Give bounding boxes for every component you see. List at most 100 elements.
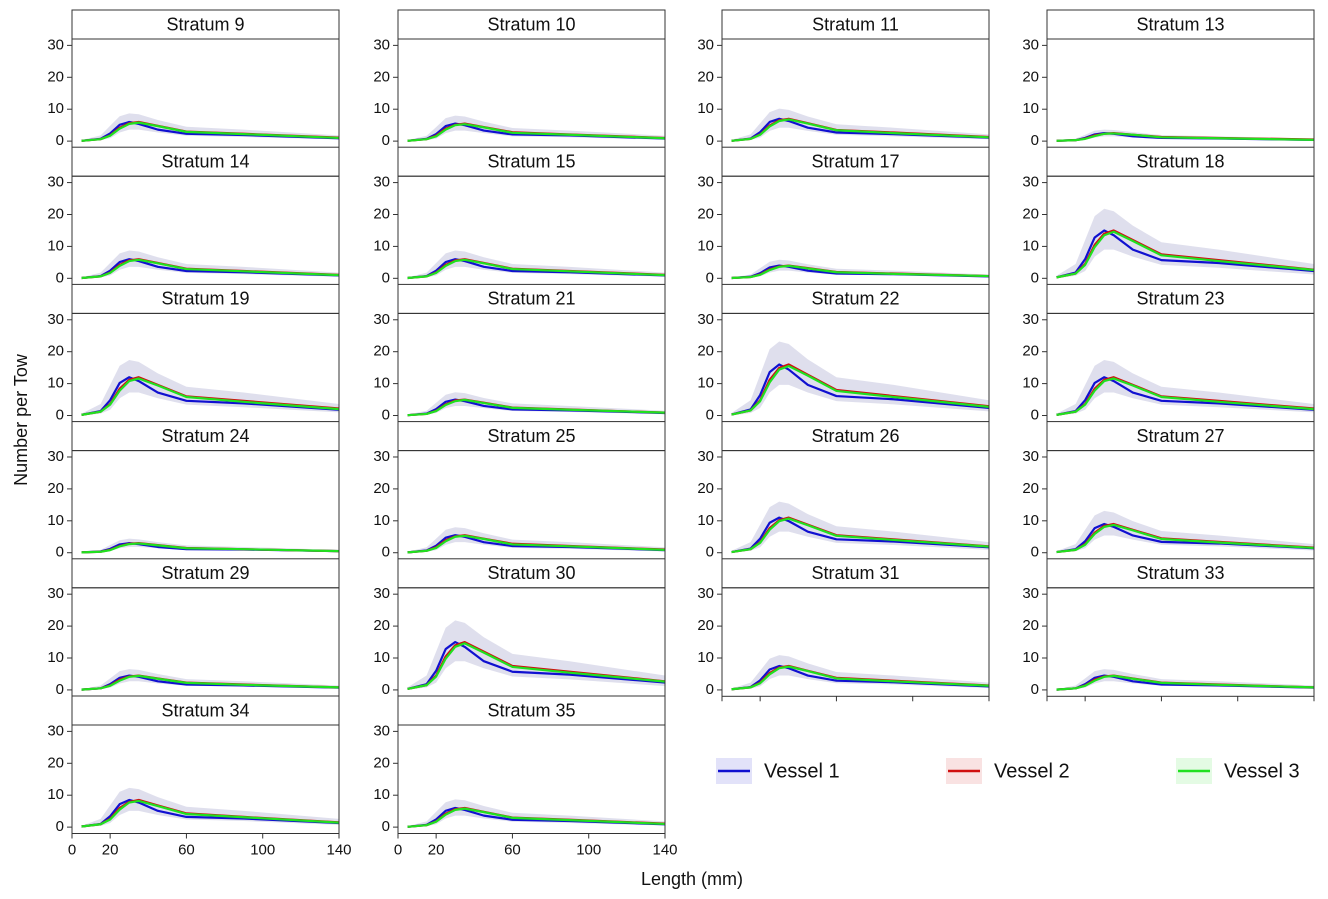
y-tick-label: 10 [373,375,390,392]
y-tick-label: 10 [697,237,714,254]
y-tick-label: 0 [1031,269,1039,286]
panel-title: Stratum 17 [811,151,899,171]
confidence-band [731,501,989,553]
y-tick-label: 10 [373,512,390,529]
legend-label: Vessel 2 [994,760,1070,782]
y-tick-label: 0 [706,269,714,286]
y-tick-label: 0 [382,681,390,698]
y-tick-label: 20 [373,617,390,634]
y-tick-label: 30 [47,722,64,739]
series-line [731,517,990,554]
y-tick-label: 30 [697,311,714,328]
y-tick-label: 30 [1022,36,1039,53]
series-line [1056,674,1315,691]
plot-frame [1046,38,1315,148]
panel-title: Stratum 31 [811,563,899,583]
y-tick-label: 20 [47,480,64,497]
y-tick-label: 20 [373,754,390,771]
y-tick-label: 0 [56,269,64,286]
panel-title: Stratum 22 [811,289,899,309]
y-tick-label: 0 [382,818,390,835]
y-tick-label: 20 [1022,480,1039,497]
series-line [407,807,666,828]
panel-title: Stratum 33 [1136,563,1224,583]
confidence-band [1056,510,1314,553]
series-line [81,799,340,828]
y-tick-label: 10 [1022,375,1039,392]
panel-title: Stratum 29 [161,563,249,583]
y-tick-label: 10 [1022,100,1039,117]
y-tick-label: 0 [1031,406,1039,423]
plot-frame [71,450,340,560]
y-tick-label: 20 [697,617,714,634]
y-tick-label: 10 [1022,649,1039,666]
legend-label: Vessel 3 [1224,760,1300,782]
y-tick-label: 30 [697,174,714,191]
y-tick-label: 30 [373,174,390,191]
y-tick-label: 0 [56,818,64,835]
y-axis-label: Number per Tow [11,353,31,486]
strip [397,283,666,314]
series-line [1056,523,1315,554]
y-tick-label: 30 [1022,311,1039,328]
strip [721,283,990,314]
strip [1046,146,1315,177]
y-tick-label: 20 [697,480,714,497]
y-tick-label: 20 [47,754,64,771]
y-tick-label: 0 [56,406,64,423]
y-tick-label: 0 [706,406,714,423]
strip [71,421,340,452]
panel-title: Stratum 30 [487,563,575,583]
panel-title: Stratum 34 [161,700,249,720]
y-tick-label: 10 [697,649,714,666]
strip [397,9,666,40]
y-tick-label: 10 [47,375,64,392]
y-tick-label: 0 [56,132,64,149]
x-tick-label: 0 [68,841,76,858]
panel-title: Stratum 18 [1136,151,1224,171]
y-tick-label: 20 [1022,617,1039,634]
strip [1046,9,1315,40]
y-tick-label: 30 [373,36,390,53]
y-tick-label: 20 [47,68,64,85]
y-tick-label: 30 [47,311,64,328]
y-tick-label: 10 [47,100,64,117]
panel-title: Stratum 24 [161,426,249,446]
series-line [407,642,666,691]
y-tick-label: 10 [373,237,390,254]
y-tick-label: 20 [1022,205,1039,222]
plot-frame [397,724,666,834]
y-tick-label: 10 [47,512,64,529]
y-tick-label: 10 [1022,237,1039,254]
x-tick-label: 20 [102,841,119,858]
strip [397,146,666,177]
y-tick-label: 30 [47,36,64,53]
panel-title: Stratum 26 [811,426,899,446]
confidence-band [81,359,340,416]
y-tick-label: 10 [373,100,390,117]
strip [1046,421,1315,452]
y-tick-label: 30 [47,585,64,602]
series-line [81,121,340,142]
series-line [407,258,666,280]
series-line [731,264,990,280]
strip [397,695,666,726]
series-line [731,665,990,691]
y-tick-label: 10 [47,786,64,803]
y-tick-label: 30 [697,448,714,465]
y-tick-label: 0 [56,544,64,561]
y-tick-label: 20 [47,617,64,634]
y-tick-label: 0 [382,132,390,149]
y-tick-label: 20 [697,68,714,85]
y-tick-label: 20 [373,480,390,497]
strip [71,9,340,40]
confidence-band [1056,359,1314,416]
x-tick-label: 140 [652,841,677,858]
y-tick-label: 0 [706,544,714,561]
x-tick-label: 100 [576,841,601,858]
series-line [81,674,340,691]
y-tick-label: 10 [697,100,714,117]
panel-title: Stratum 13 [1136,14,1224,34]
y-tick-label: 20 [1022,343,1039,360]
